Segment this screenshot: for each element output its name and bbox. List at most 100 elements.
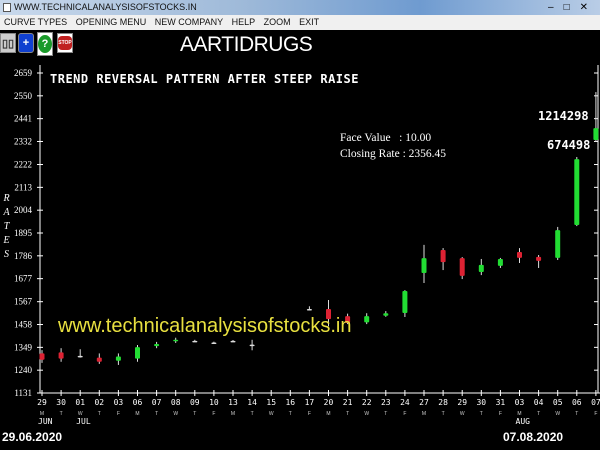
y-tick-label: 1131 <box>14 388 32 398</box>
pattern-headline: TREND REVERSAL PATTERN AFTER STEEP RAISE <box>50 72 359 86</box>
x-tick-label: 02 <box>94 398 104 407</box>
x-tick-label: 27 <box>419 398 429 407</box>
candle-body <box>497 258 503 266</box>
candle-body <box>536 256 542 261</box>
x-tick-label: 20 <box>324 398 334 407</box>
menu-help[interactable]: HELP <box>231 17 256 27</box>
menu-curve-types[interactable]: CURVE TYPES <box>4 17 68 27</box>
x-tick-label: 21 <box>343 398 353 407</box>
x-tick-label: 06 <box>572 398 582 407</box>
y-tick-label: 1567 <box>14 297 33 307</box>
x-tick-label: 30 <box>476 398 486 407</box>
month-label: JUL <box>76 417 91 426</box>
y-tick-label: 1240 <box>14 365 33 375</box>
weekday-label: F <box>212 411 215 417</box>
weekday-label: F <box>594 411 597 417</box>
weekday-label: M <box>231 411 235 417</box>
y-tick-label: 1677 <box>14 274 33 284</box>
candle-body <box>249 344 255 347</box>
weekday-label: F <box>117 411 120 417</box>
weekday-label: W <box>269 411 274 417</box>
x-tick-label: 23 <box>381 398 391 407</box>
candle-body <box>192 340 198 343</box>
face-value: Face Value : 10.00 <box>340 132 432 144</box>
y-tick-label: 1458 <box>14 320 33 330</box>
close-button[interactable]: ✕ <box>579 2 598 13</box>
candle-body <box>478 264 484 272</box>
y-axis-label: RATES <box>3 193 10 260</box>
month-label: AUG <box>516 417 531 426</box>
candle-body <box>364 316 370 323</box>
weekday-label: T <box>442 411 445 417</box>
x-tick-label: 28 <box>438 398 448 407</box>
x-tick-label: 24 <box>400 398 410 407</box>
volume-label-1: 1214298 <box>538 109 589 123</box>
weekday-label: T <box>98 411 101 417</box>
weekday-label: M <box>135 411 139 417</box>
y-tick-label: 2332 <box>14 136 32 146</box>
x-tick-label: 16 <box>285 398 295 407</box>
weekday-label: F <box>403 411 406 417</box>
maximize-button[interactable]: □ <box>563 2 580 13</box>
weekday-label: T <box>193 411 196 417</box>
book-icon[interactable]: ▯▯ <box>0 33 16 53</box>
x-tick-label: 07 <box>591 398 600 407</box>
window-title: WWW.TECHNICALANALYSISOFSTOCKS.IN <box>14 2 197 12</box>
x-tick-label: 29 <box>37 398 47 407</box>
menu-new-company[interactable]: NEW COMPANY <box>154 17 224 27</box>
x-tick-label: 03 <box>114 398 124 407</box>
y-tick-label: 2222 <box>14 160 32 170</box>
y-tick-label: 1786 <box>14 251 33 261</box>
weekday-label: T <box>384 411 387 417</box>
weekday-label: T <box>251 411 254 417</box>
weekday-label: W <box>173 411 178 417</box>
candle-body <box>574 159 580 226</box>
watermark: www.technicalanalysisofstocks.in <box>58 315 352 337</box>
weekday-label: M <box>517 411 521 417</box>
app-icon <box>3 3 11 12</box>
candle-body <box>58 352 64 359</box>
x-tick-label: 14 <box>247 398 257 407</box>
y-tick-label: 2004 <box>14 205 33 215</box>
candle-body <box>39 353 45 360</box>
y-tick-label: 1895 <box>14 228 33 238</box>
x-tick-label: 03 <box>515 398 525 407</box>
help-icon[interactable]: ? <box>37 32 53 56</box>
weekday-label: W <box>78 411 83 417</box>
candle-body <box>115 356 121 361</box>
candle-body <box>459 258 465 276</box>
menu-zoom[interactable]: ZOOM <box>263 17 291 27</box>
candle-body <box>326 309 331 320</box>
month-label: JUN <box>38 417 53 426</box>
candle-body <box>517 252 522 258</box>
candle-body <box>402 291 408 313</box>
stop-icon[interactable]: STOP <box>57 33 73 53</box>
candle-body <box>135 347 140 359</box>
weekday-label: T <box>346 411 349 417</box>
weekday-label: F <box>499 411 502 417</box>
y-tick-label: 2659 <box>14 68 33 78</box>
candle-body <box>211 342 217 345</box>
x-tick-label: 15 <box>266 398 276 407</box>
candle-body <box>383 313 389 316</box>
x-tick-label: 06 <box>133 398 143 407</box>
minimize-button[interactable]: – <box>548 2 564 13</box>
menu-opening-menu[interactable]: OPENING MENU <box>75 17 147 27</box>
x-tick-label: 31 <box>496 398 506 407</box>
candle-body <box>306 309 312 311</box>
menu-bar: CURVE TYPES OPENING MENU NEW COMPANY HEL… <box>0 15 600 30</box>
weekday-label: T <box>575 411 578 417</box>
candle-body <box>345 316 351 324</box>
menu-exit[interactable]: EXIT <box>299 17 320 27</box>
start-date: 29.06.2020 <box>2 430 63 444</box>
x-tick-label: 01 <box>75 398 85 407</box>
plus-icon[interactable]: + <box>18 33 34 53</box>
weekday-label: T <box>289 411 292 417</box>
y-tick-label: 2550 <box>14 91 33 101</box>
x-tick-label: 05 <box>553 398 563 407</box>
weekday-label: T <box>155 411 158 417</box>
x-tick-label: 30 <box>56 398 66 407</box>
weekday-label: M <box>40 411 44 417</box>
weekday-label: W <box>555 411 560 417</box>
